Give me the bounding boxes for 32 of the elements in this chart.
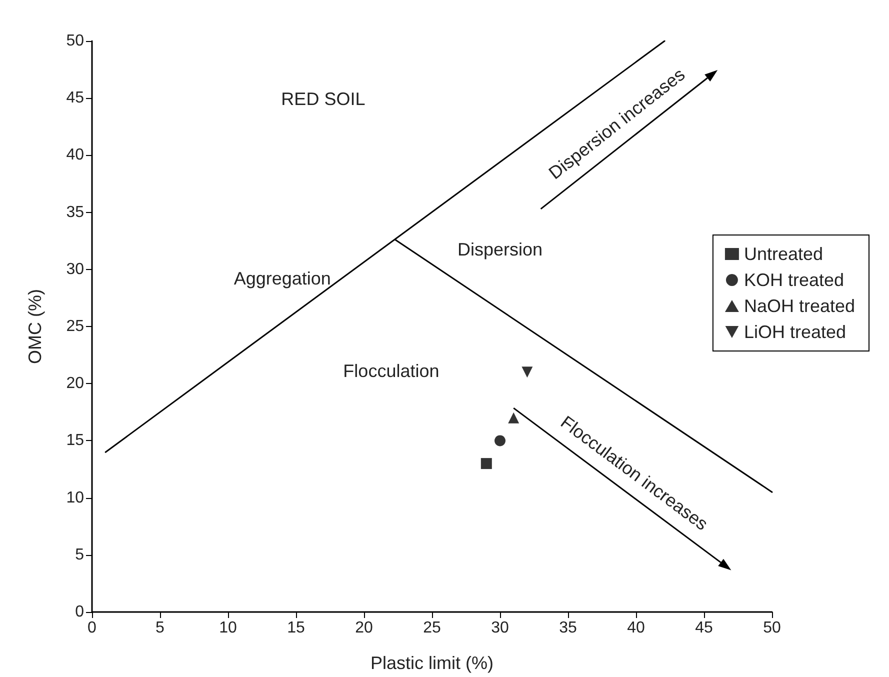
y-tick-label: 50 [66, 32, 84, 50]
y-axis-title: OMC (%) [25, 289, 45, 364]
x-tick-label: 0 [88, 620, 97, 636]
x-tick-label: 40 [627, 620, 645, 636]
y-tick-label: 15 [66, 432, 84, 450]
x-tick-label: 5 [156, 620, 165, 636]
y-tick-label: 0 [75, 604, 84, 620]
legend-label: KOH treated [744, 270, 844, 290]
y-tick-label: 45 [66, 90, 84, 107]
x-tick-label: 20 [355, 620, 373, 636]
x-tick-label: 35 [559, 620, 577, 636]
y-tick-label: 35 [66, 204, 84, 221]
annotation: Aggregation [234, 268, 331, 288]
x-tick-label: 10 [219, 620, 237, 636]
annotation: Dispersion [457, 239, 543, 260]
x-tick-label: 45 [695, 620, 713, 636]
x-tick-label: 50 [763, 620, 781, 636]
annotation: RED SOIL [281, 88, 366, 109]
y-tick-label: 5 [75, 546, 84, 564]
y-tick-label: 40 [66, 146, 84, 164]
legend-label: NaOH treated [744, 296, 856, 316]
x-axis-title: Plastic limit (%) [370, 653, 494, 673]
legend-label: Untreated [744, 244, 824, 264]
x-tick-label: 25 [423, 620, 441, 636]
x-tick-label: 30 [491, 620, 509, 636]
y-tick-label: 30 [66, 260, 84, 278]
x-tick-label: 15 [287, 620, 305, 636]
annotation: Flocculation [343, 361, 440, 382]
y-tick-label: 20 [66, 375, 84, 392]
y-tick-label: 25 [66, 318, 84, 335]
legend-label: LiOH treated [744, 322, 846, 342]
y-tick-label: 10 [66, 489, 84, 506]
